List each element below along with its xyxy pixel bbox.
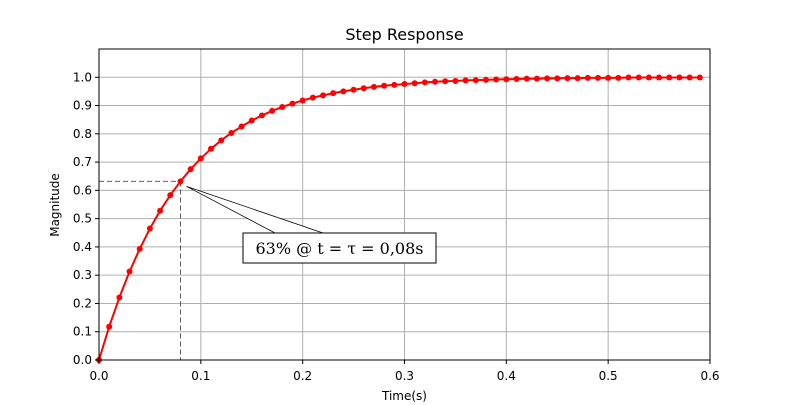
data-point [289,100,296,107]
data-point [238,123,245,130]
y-tick-label: 0.1 [73,325,92,339]
annotation-box [242,232,437,264]
y-tick-label: 0.2 [73,296,92,310]
annotation-text: 63% @ t = τ = 0,08s [255,239,423,258]
data-point [676,74,683,81]
y-tick-label: 0.3 [73,268,92,282]
data-point [208,145,215,152]
x-tick-label: 0.1 [191,369,210,383]
series-layer [96,74,703,363]
data-point [472,77,479,84]
data-point [299,97,306,104]
data-point [482,76,489,83]
reference-lines [99,180,181,360]
data-point [564,75,571,82]
y-axis-label: Magnitude [48,173,62,237]
data-point [452,77,459,84]
data-point [615,74,622,81]
x-tick-label: 0.0 [89,369,108,383]
axis-ticks: 0.0 0.1 0.2 0.3 0.4 0.5 0.6 0.0 0.1 0.2 0.3 0.4 0.5 0… [73,70,720,383]
data-point [381,82,388,89]
y-tick-label: 0.0 [73,353,92,367]
data-point [340,88,347,95]
data-point [696,74,703,81]
data-point [635,74,642,81]
data-point [594,74,601,81]
data-point [228,129,235,136]
data-point [442,78,449,85]
x-tick-label: 0.4 [497,369,516,383]
data-point [330,90,337,97]
data-point [279,103,286,110]
x-tick-label: 0.5 [599,369,618,383]
data-point [645,74,652,81]
data-point [177,178,184,185]
y-tick-label: 0.6 [73,183,92,197]
data-point [421,79,428,86]
data-point [493,76,500,83]
data-point [432,78,439,85]
data-point [269,107,276,114]
data-point [625,74,632,81]
data-point [106,323,113,330]
data-point [258,112,265,119]
y-tick-label: 0.7 [73,155,92,169]
y-tick-label: 0.8 [73,127,92,141]
data-point [462,77,469,84]
data-point [126,268,133,275]
data-point [513,75,520,82]
y-tick-label: 0.4 [73,240,92,254]
data-point [666,74,673,81]
data-point [187,166,194,173]
data-point [116,294,123,301]
chart-title: Step Response [345,25,463,44]
data-point [391,81,398,88]
data-point [136,245,143,252]
data-point [360,85,367,92]
data-point [146,225,153,232]
data-point [197,155,204,162]
x-tick-label: 0.2 [293,369,312,383]
data-point [533,75,540,82]
data-point [503,76,510,83]
data-point [605,74,612,81]
data-point [309,94,316,101]
data-point [544,75,551,82]
y-tick-label: 0.9 [73,99,92,113]
x-tick-label: 0.3 [395,369,414,383]
data-point [411,80,418,87]
data-point [584,74,591,81]
data-point [248,117,255,124]
data-point [401,81,408,88]
data-point [686,74,693,81]
x-tick-label: 0.6 [700,369,719,383]
y-tick-label: 1.0 [73,70,92,84]
x-axis-label: Time(s) [381,389,427,403]
grid [98,49,711,361]
data-point [370,83,377,90]
data-point [157,207,164,214]
data-point [350,86,357,93]
y-tick-label: 0.5 [73,212,92,226]
annotation: 63% @ t = τ = 0,08s [186,185,437,264]
data-point [167,192,174,199]
data-point [523,75,530,82]
data-point [574,75,581,82]
data-point [218,137,225,144]
data-point [656,74,663,81]
data-point [554,75,561,82]
data-point [320,92,327,99]
